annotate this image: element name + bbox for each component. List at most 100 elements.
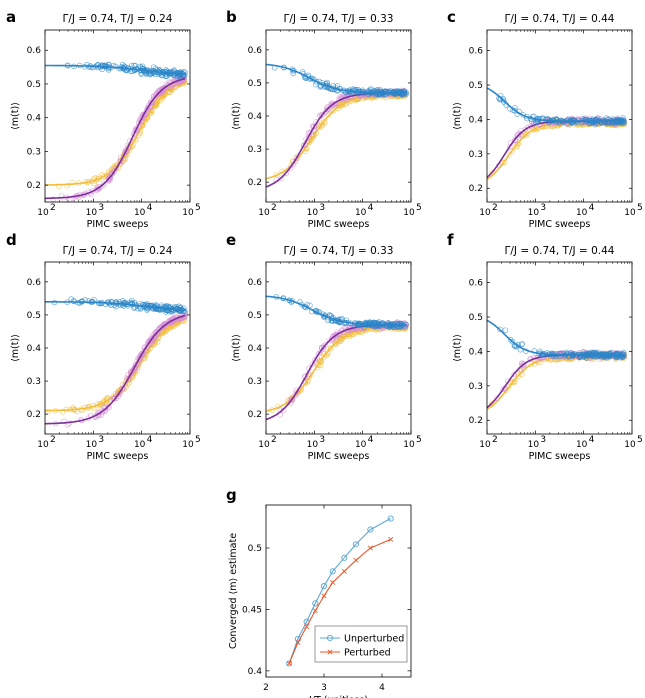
- panel-letter: d: [6, 231, 17, 249]
- data-point: [92, 413, 98, 419]
- legend-marker: [326, 634, 334, 642]
- x-tick-label: 10: [258, 440, 270, 450]
- y-tick-label: 0.3: [27, 147, 41, 157]
- y-tick-label: 0.4: [469, 115, 484, 125]
- data-point: [494, 395, 500, 401]
- data-point: [320, 345, 327, 351]
- data-point: [353, 557, 359, 563]
- data-point: [510, 378, 516, 385]
- data-point: [598, 119, 605, 125]
- data-point: [375, 323, 381, 329]
- y-tick-label: 0.6: [248, 46, 263, 56]
- data-point: [300, 142, 307, 149]
- fit-curve-purple: [487, 120, 625, 178]
- y-tick-label: 0.3: [248, 377, 262, 387]
- data-point: [142, 68, 149, 75]
- panel-title: Γ/J = 0.74, T/J = 0.44: [505, 13, 615, 25]
- data-point: [515, 373, 522, 380]
- data-point: [334, 331, 340, 337]
- panel-letter: b: [226, 8, 237, 26]
- y-axis-label: ⟨m(t)⟩: [452, 334, 463, 362]
- y-tick-label: 0.5: [27, 80, 41, 90]
- x-tick-exponent: 3: [540, 435, 546, 445]
- y-tick-label: 0.3: [248, 145, 262, 155]
- x-tick-label: 4: [379, 683, 385, 693]
- x-axis-label: PIMC sweeps: [529, 451, 591, 462]
- axes-frame: [265, 29, 412, 203]
- panel-letter: e: [226, 231, 236, 249]
- data-point: [607, 119, 614, 126]
- data-point: [507, 144, 513, 150]
- data-point: [571, 350, 578, 357]
- data-point: [578, 119, 585, 126]
- data-point: [61, 418, 67, 425]
- fit-curve-blue: [45, 64, 186, 75]
- data-point: [56, 183, 62, 190]
- data-point: [100, 180, 107, 187]
- panel-f: f Γ/J = 0.74, T/J = 0.44 0.2 0.3 0.4 0.5 0.6 10…: [447, 231, 643, 462]
- x-tick-label: 10: [355, 440, 367, 450]
- data-point: [387, 515, 394, 522]
- data-point: [519, 362, 525, 369]
- data-point: [605, 119, 612, 126]
- y-tick-label: 0.6: [469, 279, 484, 289]
- x-tick-exponent: 4: [147, 435, 153, 445]
- data-point: [313, 81, 319, 88]
- data-point: [286, 660, 293, 667]
- y-axis-label: ⟨m(t)⟩: [10, 102, 21, 130]
- y-tick-label: 0.45: [242, 605, 262, 615]
- data-point: [506, 152, 513, 158]
- data-point: [283, 170, 289, 177]
- y-tick-label: 0.4: [248, 112, 263, 122]
- axes-frame: [265, 504, 412, 678]
- x-tick-exponent: 4: [589, 435, 595, 445]
- data-point: [84, 62, 90, 68]
- data-point: [512, 108, 518, 114]
- y-tick-label: 0.2: [469, 184, 483, 194]
- fit-curve-blue: [45, 301, 186, 311]
- x-tick-label: 10: [528, 440, 540, 450]
- x-tick-exponent: 4: [368, 435, 374, 445]
- data-point: [570, 119, 576, 125]
- data-point: [500, 386, 506, 393]
- series-line-unperturbed: [288, 518, 391, 664]
- legend-box: [314, 625, 408, 663]
- panel-title: Γ/J = 0.74, T/J = 0.33: [284, 13, 394, 25]
- data-point: [94, 185, 101, 191]
- axes-frame: [486, 261, 633, 435]
- y-tick-label: 0.5: [469, 81, 483, 91]
- data-point: [367, 545, 373, 551]
- y-tick-label: 0.3: [469, 382, 483, 392]
- data-point: [497, 326, 503, 333]
- x-tick-label: 2: [263, 683, 269, 693]
- x-tick-label: 10: [528, 208, 540, 218]
- panel-g: g 2 3 4 0.4 0.45 0.5 J/T (unitless) Converged ⟨m…: [226, 486, 412, 698]
- data-point: [128, 300, 134, 307]
- data-point: [131, 62, 137, 69]
- data-point: [593, 119, 599, 126]
- data-point: [366, 320, 372, 326]
- data-point: [499, 160, 506, 166]
- fit-curve-blue: [266, 63, 407, 94]
- data-point: [341, 554, 348, 561]
- x-tick-exponent: 5: [416, 203, 422, 213]
- y-tick-label: 0.3: [27, 377, 41, 387]
- data-point: [309, 361, 316, 368]
- data-point: [139, 123, 146, 129]
- data-point: [379, 320, 386, 327]
- x-tick-label: 10: [403, 208, 415, 218]
- data-point: [166, 307, 172, 313]
- y-tick-label: 0.5: [469, 313, 483, 323]
- axes-frame: [44, 29, 191, 203]
- data-point: [586, 351, 592, 357]
- data-point: [64, 182, 71, 189]
- data-point: [312, 600, 319, 607]
- legend-label-perturbed: Perturbed: [344, 648, 391, 659]
- y-tick-label: 0.6: [27, 278, 42, 288]
- x-tick-exponent: 3: [98, 203, 104, 213]
- y-tick-label: 0.2: [248, 178, 262, 188]
- data-point: [119, 385, 126, 392]
- data-point: [515, 132, 521, 138]
- x-axis-label: PIMC sweeps: [87, 219, 149, 230]
- x-tick-exponent: 2: [271, 203, 277, 213]
